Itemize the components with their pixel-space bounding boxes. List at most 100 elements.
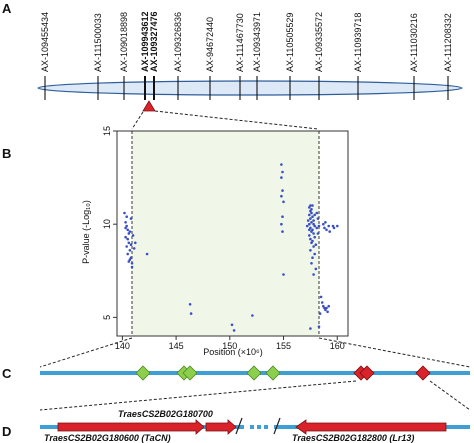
marker-label: AX-109455434 <box>40 12 50 72</box>
data-point <box>281 189 284 192</box>
data-point <box>313 235 317 239</box>
data-point <box>318 312 322 315</box>
data-point <box>134 241 137 245</box>
gene-diamond <box>135 365 151 381</box>
data-point <box>125 224 128 228</box>
data-point <box>128 258 132 261</box>
data-point <box>324 308 327 312</box>
data-point <box>132 247 136 250</box>
x-axis-label: Position (×10⁶) <box>203 347 262 357</box>
gene-label-lr13: TraesCS2B02G182800 (Lr13) <box>292 433 414 443</box>
data-point <box>305 224 309 228</box>
zoom-line-c-right <box>429 380 471 411</box>
data-point <box>126 228 129 232</box>
x-tick-label: 145 <box>169 341 184 351</box>
y-tick-label: 15 <box>102 126 112 136</box>
data-point <box>325 228 328 232</box>
data-point <box>310 230 313 233</box>
x-tick-label: 140 <box>115 341 130 351</box>
break-mark-left <box>235 417 243 435</box>
data-point <box>128 230 132 233</box>
scatter-points <box>123 163 339 332</box>
data-point <box>308 228 311 232</box>
chromosome <box>37 80 463 96</box>
data-point <box>127 232 131 235</box>
x-tick-label: 155 <box>276 341 291 351</box>
data-point <box>326 310 329 314</box>
gene-label-tacn: TraesCS2B02G180600 (TaCN) <box>44 433 171 443</box>
data-point <box>328 230 332 233</box>
data-point <box>308 213 311 217</box>
data-point <box>308 206 311 209</box>
data-point <box>309 217 312 220</box>
gene-diamonds-green <box>135 365 281 381</box>
marker-ticks <box>44 76 449 100</box>
data-point <box>325 306 328 310</box>
marker-label: AX-109018898 <box>119 12 129 72</box>
data-point <box>319 295 323 299</box>
data-point <box>282 200 285 204</box>
zoom-line-c-left <box>39 380 357 411</box>
qtl-triangle <box>142 100 156 112</box>
data-point <box>125 215 128 218</box>
data-point <box>327 224 331 228</box>
panel-a-label: A <box>2 1 12 16</box>
y-tick-label: 10 <box>102 219 112 229</box>
data-point <box>130 262 134 265</box>
data-point <box>129 217 133 220</box>
marker-label: AX-110505529 <box>285 13 295 72</box>
data-point <box>311 204 314 207</box>
zoom-line-b-right <box>318 337 471 368</box>
gene-diamond <box>246 365 262 381</box>
marker-label: AX-111467730 <box>235 13 245 72</box>
gene-arrow-lr13 <box>295 419 447 435</box>
marker-label: AX-94672440 <box>205 17 215 72</box>
data-point <box>311 256 314 260</box>
data-point <box>316 232 320 235</box>
data-point <box>313 213 317 217</box>
data-point <box>315 211 319 215</box>
data-point <box>310 241 313 245</box>
data-point <box>128 249 132 252</box>
data-point <box>306 219 310 222</box>
data-point <box>280 176 283 179</box>
marker-labels: AX-109455434 AX-111500033 AX-109018898 AX-1… <box>40 11 453 72</box>
data-point <box>312 232 315 235</box>
data-point <box>129 243 133 246</box>
data-point <box>308 222 311 226</box>
gene-arrow-tacn <box>57 419 205 435</box>
gene-diamond-red <box>415 365 431 381</box>
data-point <box>311 215 314 218</box>
data-point <box>317 224 321 228</box>
data-point <box>312 245 315 248</box>
data-point <box>130 265 134 269</box>
data-point <box>313 252 317 256</box>
data-point <box>124 235 127 239</box>
data-point <box>310 262 313 265</box>
marker-label: AX-109335572 <box>314 12 324 72</box>
y-tick-label: 5 <box>102 315 112 320</box>
marker-label: AX-111208332 <box>443 13 453 72</box>
data-point <box>127 260 131 263</box>
data-point <box>323 226 326 230</box>
break-mark-right <box>273 417 281 435</box>
gene-label-180700: TraesCS2B02G180700 <box>118 409 213 419</box>
x-tick-label: 160 <box>330 341 345 351</box>
data-point <box>188 303 192 306</box>
data-point <box>129 256 133 260</box>
zoom-line-b-left <box>39 337 133 368</box>
gene-diamond <box>182 365 198 381</box>
data-point <box>308 234 311 237</box>
data-point <box>124 226 127 230</box>
gene-diamond <box>265 365 281 381</box>
data-point <box>126 237 129 241</box>
data-point <box>280 222 283 226</box>
zoom-line-right <box>154 110 319 130</box>
data-point <box>327 304 331 308</box>
panel-d-label: D <box>2 424 11 439</box>
data-point <box>324 221 327 224</box>
panel-b-label: B <box>2 146 11 161</box>
data-point <box>320 301 324 304</box>
data-point <box>310 221 313 224</box>
